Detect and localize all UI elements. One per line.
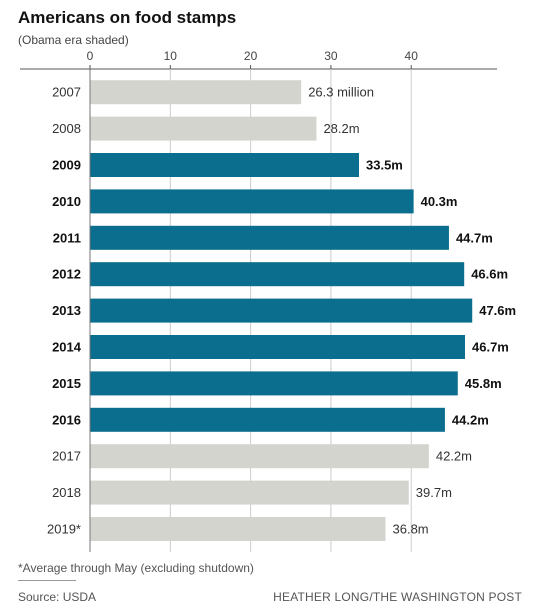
category-label: 2013 [52,303,81,318]
bar [90,225,449,250]
chart-subtitle: (Obama era shaded) [18,33,129,47]
category-label: 2019* [47,522,81,537]
value-label: 47.6m [479,303,516,318]
bar [90,407,445,432]
x-tick-label: 40 [405,49,419,63]
value-label: 46.7m [472,340,509,355]
category-label: 2011 [53,230,81,245]
category-label: 2014 [52,340,82,355]
value-label: 28.2m [323,121,359,136]
category-label: 2012 [52,267,81,282]
bar-chart: 0 10 20 30 40 2007 26.3 million 2008 28.2m 2009 33… [20,49,516,552]
bar [90,444,429,469]
x-tick-label: 0 [87,49,94,63]
value-label: 46.6m [471,267,508,282]
bar [90,298,473,323]
chart-title: Americans on food stamps [18,8,237,27]
value-label: 26.3 million [308,85,374,100]
bar [90,153,360,177]
bar [90,189,414,214]
x-tick-label: 20 [244,49,258,63]
footnote: *Average through May (excluding shutdown… [18,561,254,575]
x-tick-label: 10 [164,49,178,63]
value-label: 36.8m [393,522,429,537]
category-label: 2010 [52,194,81,209]
value-label: 33.5m [366,158,403,173]
bar [90,262,465,287]
value-label: 44.2m [452,412,489,427]
value-label: 45.8m [465,376,502,391]
bar [90,335,466,359]
category-label: 2016 [52,412,81,427]
category-label: 2007 [52,85,81,100]
value-label: 39.7m [416,485,452,500]
bar [90,371,458,396]
value-label: 42.2m [436,449,472,464]
bar [90,116,317,141]
category-label: 2015 [52,376,81,391]
credit-line: HEATHER LONG/THE WASHINGTON POST [273,590,522,604]
footer-divider [18,580,76,581]
bar [90,480,409,505]
category-label: 2009 [52,158,81,173]
source-note: Source: USDA [18,590,97,604]
x-tick-label: 30 [324,49,338,63]
bar [90,517,386,541]
category-label: 2017 [52,449,81,464]
value-label: 44.7m [456,230,493,245]
bar [90,80,302,105]
category-label: 2008 [52,121,81,136]
category-label: 2018 [52,485,81,500]
value-label: 40.3m [421,194,458,209]
